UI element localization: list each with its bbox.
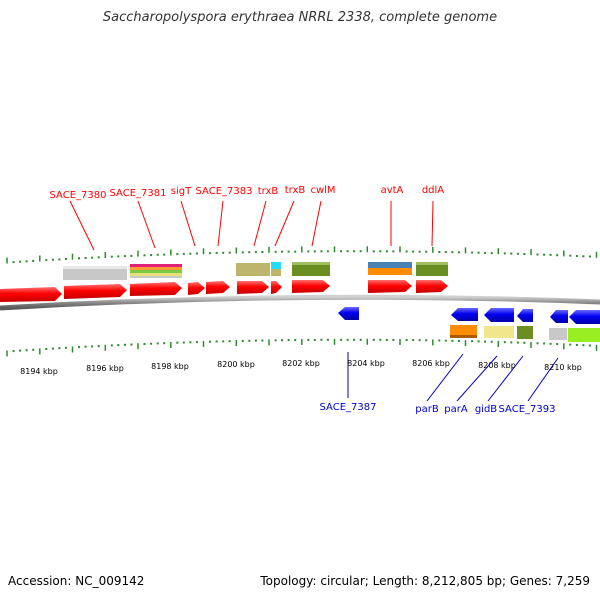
feature-block-shade — [450, 335, 477, 338]
feature-block[interactable] — [130, 273, 182, 276]
gene-label[interactable]: SACE_7383 — [196, 186, 253, 197]
gene-label[interactable]: trxB — [285, 185, 306, 196]
gene-label[interactable]: sigT — [171, 186, 192, 197]
forward-gene[interactable] — [416, 280, 448, 293]
tick-label: 8200 kbp — [217, 360, 255, 369]
reverse-gene[interactable] — [338, 307, 359, 320]
leader-line — [527, 357, 559, 402]
tick-label: 8210 kbp — [544, 363, 582, 372]
leader-line — [311, 200, 322, 247]
feature-block[interactable] — [63, 266, 127, 280]
gene-label[interactable]: parA — [444, 404, 468, 415]
forward-gene-labels: SACE_7380 SACE_7381 sigT SACE_7383 trxB … — [50, 185, 444, 251]
tick-label: 8194 kbp — [20, 367, 58, 376]
topology-text: Topology: circular; Length: 8,212,805 bp… — [260, 574, 590, 588]
reverse-gene-labels: SACE_7387 parB parA gidB SACE_7393 — [320, 352, 559, 415]
feature-block[interactable] — [271, 269, 281, 276]
leader-line — [431, 200, 434, 247]
tick-label: 8204 kbp — [347, 359, 385, 368]
feature-block[interactable] — [450, 325, 477, 338]
upper-tick-marks — [6, 246, 598, 264]
forward-gene[interactable] — [368, 280, 412, 293]
feature-block[interactable] — [236, 263, 270, 276]
forward-gene[interactable] — [271, 281, 282, 294]
leader-line — [69, 200, 95, 251]
leader-line — [180, 200, 196, 247]
tick-label: 8202 kbp — [282, 359, 320, 368]
feature-block[interactable] — [368, 262, 412, 268]
tick-label: 8206 kbp — [412, 359, 450, 368]
genome-title: Saccharopolyspora erythraea NRRL 2338, c… — [102, 10, 498, 25]
leader-line — [274, 200, 295, 247]
genome-backbone — [0, 294, 600, 311]
forward-gene[interactable] — [237, 281, 269, 294]
forward-gene[interactable] — [0, 287, 62, 302]
leader-line — [456, 355, 498, 402]
reverse-gene[interactable] — [517, 309, 533, 322]
gene-label[interactable]: SACE_7380 — [50, 190, 107, 201]
feature-block-highlight — [416, 262, 448, 265]
feature-block[interactable] — [568, 328, 600, 342]
gene-label[interactable]: SACE_7381 — [110, 188, 167, 199]
leader-line — [426, 353, 464, 402]
axis-tick-labels: 8194 kbp 8196 kbp 8198 kbp 8200 kbp 8202… — [20, 359, 582, 376]
forward-gene[interactable] — [64, 284, 127, 299]
forward-gene[interactable] — [188, 282, 205, 295]
forward-gene[interactable] — [206, 281, 230, 294]
feature-block[interactable] — [130, 270, 182, 273]
feature-block[interactable] — [292, 262, 330, 276]
leader-line — [253, 200, 267, 247]
forward-feature-blocks — [63, 262, 448, 280]
tick-label: 8208 kbp — [478, 361, 516, 370]
gene-label[interactable]: parB — [415, 404, 439, 415]
feature-block[interactable] — [484, 326, 514, 338]
gene-label[interactable]: avtA — [381, 185, 404, 196]
gene-label[interactable]: ddlA — [422, 185, 444, 196]
feature-block[interactable] — [130, 276, 182, 278]
leader-line — [217, 200, 224, 247]
forward-gene[interactable] — [292, 280, 330, 293]
feature-block[interactable] — [549, 328, 567, 340]
feature-block[interactable] — [130, 264, 182, 267]
gene-label[interactable]: SACE_7387 — [320, 402, 377, 413]
feature-block[interactable] — [271, 262, 281, 269]
accession-text: Accession: NC_009142 — [8, 574, 145, 588]
feature-block-highlight — [63, 266, 127, 269]
feature-block[interactable] — [368, 268, 412, 275]
leader-line — [137, 200, 156, 249]
tick-label: 8198 kbp — [151, 362, 189, 371]
feature-block[interactable] — [416, 262, 448, 276]
gene-label[interactable]: SACE_7393 — [499, 404, 556, 415]
reverse-feature-blocks — [450, 325, 600, 342]
forward-genes — [0, 280, 448, 302]
gene-label[interactable]: cwlM — [310, 185, 335, 196]
reverse-gene[interactable] — [550, 310, 568, 323]
leader-line — [487, 355, 524, 402]
reverse-gene[interactable] — [451, 308, 478, 321]
feature-block[interactable] — [130, 267, 182, 270]
reverse-gene[interactable] — [484, 308, 514, 322]
feature-block-highlight — [292, 262, 330, 265]
reverse-genes — [338, 307, 600, 324]
gene-label[interactable]: gidB — [475, 404, 497, 415]
reverse-gene[interactable] — [569, 310, 600, 324]
forward-gene[interactable] — [130, 282, 182, 296]
tick-label: 8196 kbp — [86, 364, 124, 373]
lower-tick-marks — [6, 338, 598, 357]
feature-block[interactable] — [517, 326, 533, 339]
gene-label[interactable]: trxB — [258, 186, 279, 197]
